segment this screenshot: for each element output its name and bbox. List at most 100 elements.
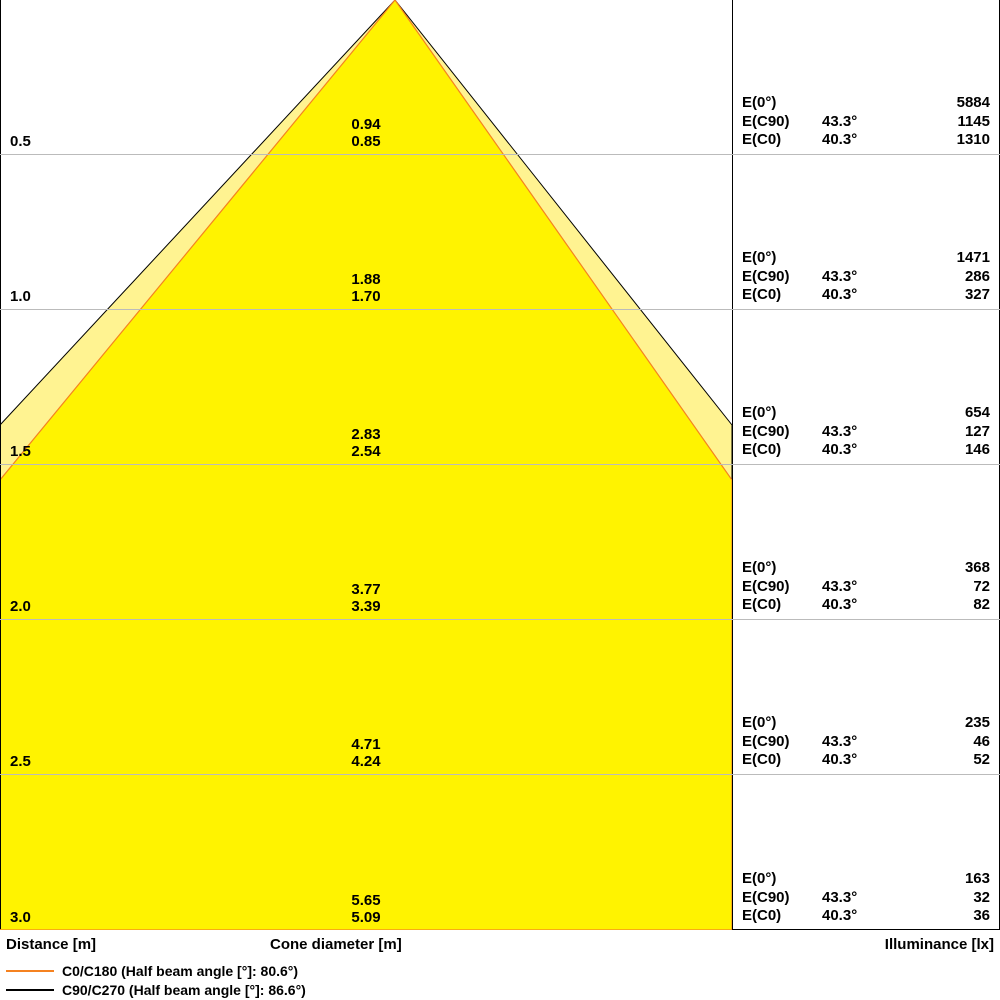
illum-angle xyxy=(822,714,912,733)
chart-area: 0.50.940.85E(0°)5884E(C90)43.3°1145E(C0)… xyxy=(0,0,1000,930)
cone-d-inner: 0.85 xyxy=(0,133,732,150)
illum-angle xyxy=(822,404,912,423)
illuminance-block: E(0°)5884E(C90)43.3°1145E(C0)40.3°1310 xyxy=(742,94,990,150)
illum-label: E(0°) xyxy=(742,870,822,889)
illum-angle xyxy=(822,94,912,113)
cone-row: 2.54.714.24E(0°)235E(C90)43.3°46E(C0)40.… xyxy=(0,620,1000,775)
illuminance-line: E(C90)43.3°286 xyxy=(742,268,990,287)
cone-row: 2.03.773.39E(0°)368E(C90)43.3°72E(C0)40.… xyxy=(0,465,1000,620)
illum-label: E(C0) xyxy=(742,751,822,770)
legend-row-c0: C0/C180 (Half beam angle [°]: 80.6°) xyxy=(6,962,306,981)
illum-label: E(C90) xyxy=(742,113,822,132)
illum-label: E(0°) xyxy=(742,94,822,113)
cone-d-inner: 5.09 xyxy=(0,909,732,926)
illum-value: 5884 xyxy=(912,94,990,113)
illum-value: 46 xyxy=(912,733,990,752)
legend-swatch-c90 xyxy=(6,989,54,991)
illum-label: E(C90) xyxy=(742,889,822,908)
cone-d-outer: 0.94 xyxy=(0,116,732,133)
cone-d-outer: 1.88 xyxy=(0,271,732,288)
illum-value: 1145 xyxy=(912,113,990,132)
legend-row-c90: C90/C270 (Half beam angle [°]: 86.6°) xyxy=(6,981,306,1000)
cone-row: 3.05.655.09E(0°)163E(C90)43.3°32E(C0)40.… xyxy=(0,775,1000,930)
illum-label: E(C90) xyxy=(742,423,822,442)
cone-diameter-values: 2.832.54 xyxy=(0,426,732,461)
illum-value: 32 xyxy=(912,889,990,908)
illum-value: 82 xyxy=(912,596,990,615)
illuminance-line: E(C90)43.3°72 xyxy=(742,578,990,597)
cone-d-outer: 3.77 xyxy=(0,581,732,598)
illuminance-line: E(C0)40.3°146 xyxy=(742,441,990,460)
illum-value: 1471 xyxy=(912,249,990,268)
illuminance-line: E(0°) 1471 xyxy=(742,249,990,268)
illum-angle: 43.3° xyxy=(822,578,912,597)
illum-angle: 40.3° xyxy=(822,751,912,770)
illum-angle: 40.3° xyxy=(822,596,912,615)
legend-swatch-c0 xyxy=(6,970,54,972)
cone-d-inner: 3.39 xyxy=(0,598,732,615)
illum-value: 654 xyxy=(912,404,990,423)
cone-diameter-values: 3.773.39 xyxy=(0,581,732,616)
illum-label: E(C0) xyxy=(742,907,822,926)
cone-d-outer: 2.83 xyxy=(0,426,732,443)
illuminance-line: E(0°) 235 xyxy=(742,714,990,733)
illum-angle: 43.3° xyxy=(822,889,912,908)
illuminance-line: E(C90)43.3°1145 xyxy=(742,113,990,132)
cone-row: 0.50.940.85E(0°)5884E(C90)43.3°1145E(C0)… xyxy=(0,0,1000,155)
illum-angle: 40.3° xyxy=(822,286,912,305)
illum-angle: 40.3° xyxy=(822,907,912,926)
illuminance-line: E(0°) 5884 xyxy=(742,94,990,113)
illum-label: E(0°) xyxy=(742,249,822,268)
illuminance-line: E(C0)40.3°52 xyxy=(742,751,990,770)
illum-angle xyxy=(822,559,912,578)
illum-label: E(C0) xyxy=(742,131,822,150)
illum-label: E(C0) xyxy=(742,596,822,615)
illum-value: 163 xyxy=(912,870,990,889)
illum-value: 286 xyxy=(912,268,990,287)
legend: C0/C180 (Half beam angle [°]: 80.6°) C90… xyxy=(6,962,306,1000)
illum-value: 235 xyxy=(912,714,990,733)
illuminance-line: E(C90)43.3°32 xyxy=(742,889,990,908)
illum-value: 327 xyxy=(912,286,990,305)
illum-label: E(C0) xyxy=(742,441,822,460)
legend-text-c0: C0/C180 (Half beam angle [°]: 80.6°) xyxy=(62,962,298,981)
illum-label: E(0°) xyxy=(742,404,822,423)
legend-text-c90: C90/C270 (Half beam angle [°]: 86.6°) xyxy=(62,981,306,1000)
cone-d-inner: 4.24 xyxy=(0,753,732,770)
illum-label: E(0°) xyxy=(742,559,822,578)
cone-d-inner: 2.54 xyxy=(0,443,732,460)
cone-diameter-values: 0.940.85 xyxy=(0,116,732,151)
cone-diameter-values: 5.655.09 xyxy=(0,892,732,927)
cone-d-inner: 1.70 xyxy=(0,288,732,305)
illuminance-block: E(0°)163E(C90)43.3°32E(C0)40.3°36 xyxy=(742,870,990,926)
illuminance-line: E(0°) 368 xyxy=(742,559,990,578)
illum-angle xyxy=(822,249,912,268)
illuminance-line: E(C90)43.3°46 xyxy=(742,733,990,752)
cone-diameter-values: 4.714.24 xyxy=(0,736,732,771)
illum-angle: 43.3° xyxy=(822,733,912,752)
illum-angle: 43.3° xyxy=(822,268,912,287)
illum-label: E(C0) xyxy=(742,286,822,305)
cone-d-outer: 5.65 xyxy=(0,892,732,909)
illuminance-line: E(C0)40.3°82 xyxy=(742,596,990,615)
axis-distance-label: Distance [m] xyxy=(6,936,96,953)
illum-value: 36 xyxy=(912,907,990,926)
illum-label: E(0°) xyxy=(742,714,822,733)
illum-value: 368 xyxy=(912,559,990,578)
illum-angle: 43.3° xyxy=(822,113,912,132)
illuminance-line: E(C0)40.3°36 xyxy=(742,907,990,926)
illuminance-line: E(0°) 163 xyxy=(742,870,990,889)
illum-value: 146 xyxy=(912,441,990,460)
illum-angle xyxy=(822,870,912,889)
illum-angle: 43.3° xyxy=(822,423,912,442)
cone-d-outer: 4.71 xyxy=(0,736,732,753)
axis-illum-label: Illuminance [lx] xyxy=(885,936,994,953)
illum-label: E(C90) xyxy=(742,578,822,597)
illum-label: E(C90) xyxy=(742,733,822,752)
illuminance-block: E(0°)368E(C90)43.3°72E(C0)40.3°82 xyxy=(742,559,990,615)
illum-label: E(C90) xyxy=(742,268,822,287)
illum-value: 72 xyxy=(912,578,990,597)
axis-cone-label: Cone diameter [m] xyxy=(270,936,402,953)
illuminance-block: E(0°)654E(C90)43.3°127E(C0)40.3°146 xyxy=(742,404,990,460)
illuminance-block: E(0°)235E(C90)43.3°46E(C0)40.3°52 xyxy=(742,714,990,770)
